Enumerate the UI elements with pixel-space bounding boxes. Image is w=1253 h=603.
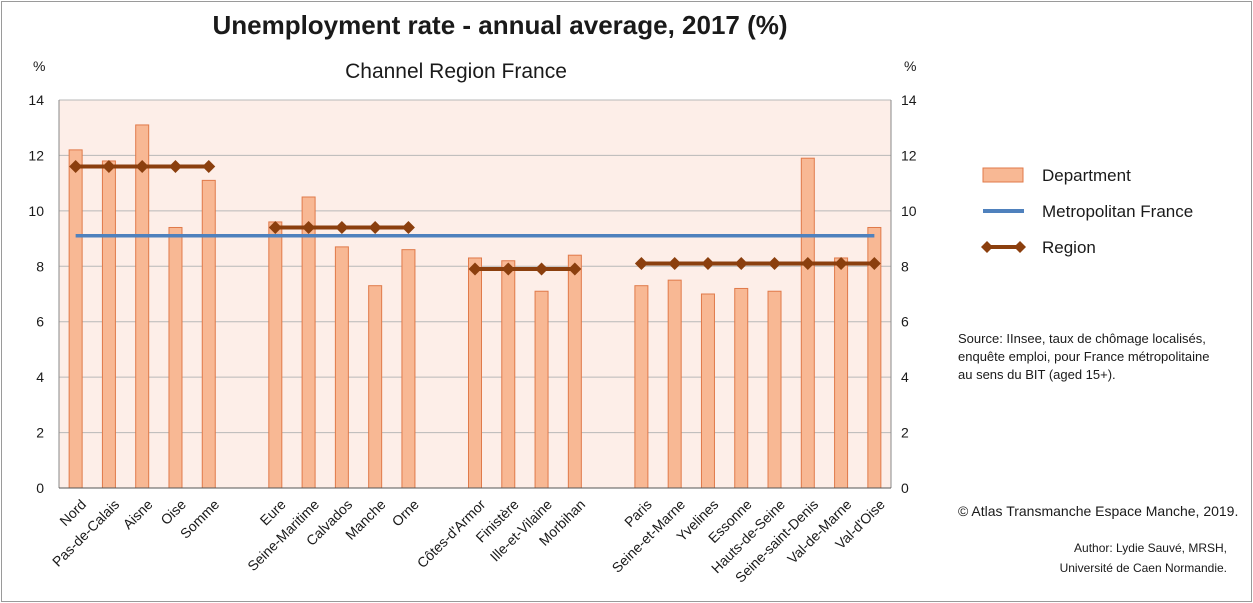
marker-region — [401, 220, 415, 234]
y-tick-label-left: 12 — [28, 147, 44, 163]
legend-label-department: Department — [1042, 166, 1131, 185]
marker-region — [501, 262, 515, 276]
marker-region — [634, 257, 648, 271]
author-note: Author: Lydie Sauvé, MRSH, Université de… — [1060, 538, 1227, 578]
bar-department — [401, 249, 416, 489]
marker-region — [867, 257, 881, 271]
legend-swatch-region — [981, 241, 1026, 253]
y-tick-label-left: 0 — [36, 480, 44, 496]
bar-department — [368, 285, 383, 489]
y-tick-label-right: 4 — [901, 369, 909, 385]
source-line-1: Source: IInsee, taux de chômage localisé… — [958, 331, 1206, 346]
y-tick-label-right: 14 — [901, 92, 917, 108]
bar-department — [501, 260, 516, 489]
bar-department — [168, 226, 183, 489]
legend-swatch-metro — [983, 209, 1024, 213]
bar-department — [101, 160, 116, 489]
marker-region — [834, 257, 848, 271]
chart-title: Unemployment rate - annual average, 2017… — [212, 10, 788, 40]
marker-region — [701, 257, 715, 271]
marker-region — [734, 257, 748, 271]
y-tick-label-right: 8 — [901, 258, 909, 274]
y-tick-label-right: 6 — [901, 314, 909, 330]
y-tick-label-left: 4 — [36, 369, 44, 385]
marker-region — [568, 262, 582, 276]
legend-label-metro: Metropolitan France — [1042, 202, 1194, 221]
chart-subtitle: Channel Region France — [345, 60, 567, 83]
y-unit-left: % — [33, 58, 46, 74]
bar-department — [135, 124, 150, 489]
author-line-1: Author: Lydie Sauvé, MRSH, — [1074, 541, 1227, 555]
marker-region — [135, 160, 149, 174]
marker-region — [535, 262, 549, 276]
marker-region — [69, 160, 83, 174]
bar-department — [767, 290, 782, 489]
marker-region — [768, 257, 782, 271]
bar-department — [534, 290, 549, 489]
marker-region — [368, 220, 382, 234]
bar-department — [68, 149, 83, 489]
bar-department — [334, 246, 349, 489]
source-line-3: au sens du BIT (aged 15+). — [958, 367, 1116, 382]
y-tick-label-left: 10 — [28, 203, 44, 219]
source-note: Source: IInsee, taux de chômage localisé… — [958, 330, 1209, 384]
bar-department — [634, 285, 649, 489]
marker-region — [102, 160, 116, 174]
x-tick-label: Orne — [389, 496, 422, 529]
marker-region — [202, 160, 216, 174]
marker-region — [468, 262, 482, 276]
y-tick-label-left: 14 — [28, 92, 44, 108]
marker-region — [168, 160, 182, 174]
bar-department — [301, 196, 316, 489]
author-line-2: Université de Caen Normandie. — [1059, 561, 1227, 575]
bar-department — [567, 254, 582, 489]
y-tick-label-right: 12 — [901, 147, 917, 163]
legend-label-region: Region — [1042, 238, 1096, 257]
bar-department — [734, 287, 749, 489]
x-tick-label: Aisne — [120, 496, 156, 532]
bar-department — [468, 257, 482, 489]
bar-department — [800, 157, 815, 489]
bar-department — [268, 221, 283, 489]
y-tick-label-right: 10 — [901, 203, 917, 219]
marker-region — [302, 220, 316, 234]
marker-region — [268, 220, 282, 234]
marker-region — [668, 257, 682, 271]
y-tick-label-left: 8 — [36, 258, 44, 274]
legend-swatch-department — [982, 167, 1024, 183]
marker-region — [801, 257, 815, 271]
bar-department — [834, 257, 849, 489]
copyright-note: © Atlas Transmanche Espace Manche, 2019. — [958, 503, 1239, 519]
source-line-2: enquête emploi, pour France métropolitai… — [958, 349, 1210, 364]
bar-department — [667, 279, 682, 489]
y-tick-label-left: 6 — [36, 314, 44, 330]
y-tick-label-right: 0 — [901, 480, 909, 496]
y-unit-right: % — [904, 58, 917, 74]
bar-department — [201, 179, 216, 489]
bar-department — [700, 293, 715, 489]
y-tick-label-right: 2 — [901, 425, 909, 441]
y-tick-label-left: 2 — [36, 425, 44, 441]
marker-region — [335, 220, 349, 234]
